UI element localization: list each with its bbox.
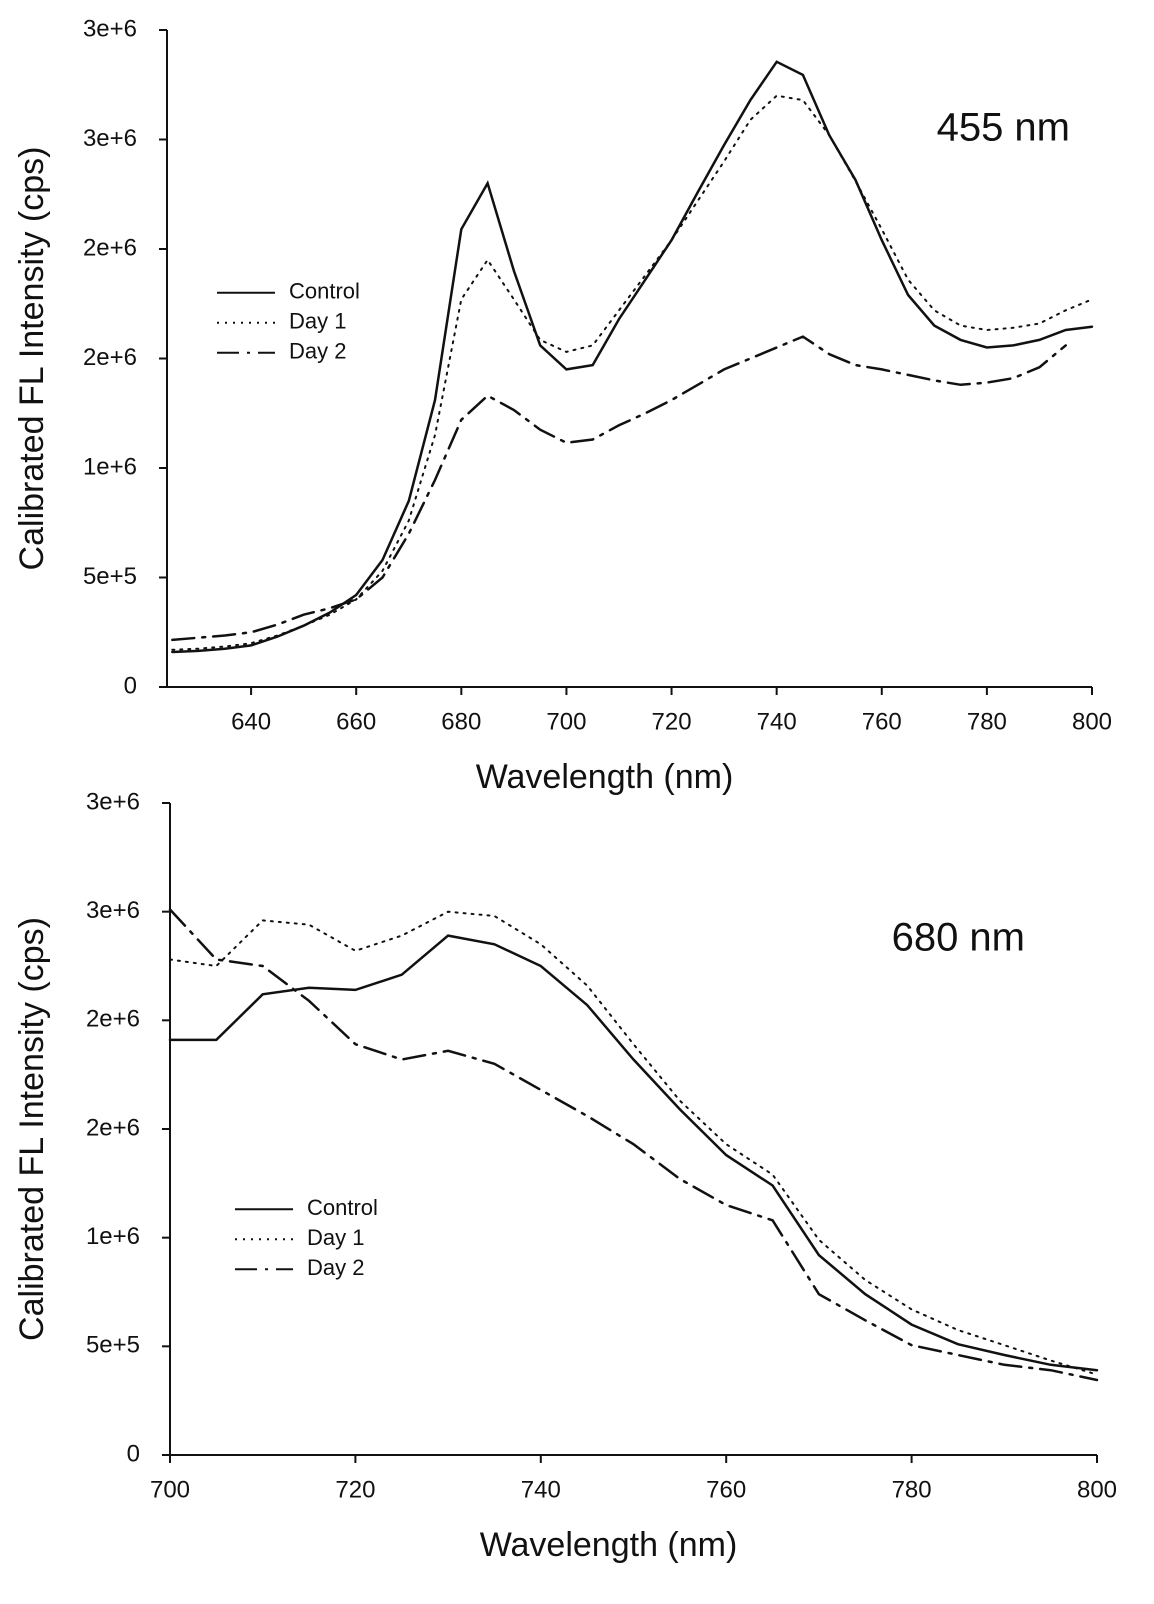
x-axis-label: Wavelength (nm) xyxy=(476,758,734,796)
x-tick-label: 760 xyxy=(862,708,902,735)
legend-label: Day 2 xyxy=(307,1255,364,1280)
y-tick-label: 0 xyxy=(124,672,137,699)
y-tick-label: 3e+6 xyxy=(86,897,140,924)
x-axis-label: Wavelength (nm) xyxy=(480,1526,738,1564)
y-tick-label: 2e+6 xyxy=(86,1114,140,1141)
y-tick-label: 1e+6 xyxy=(83,453,137,480)
legend-label: Control xyxy=(307,1195,378,1220)
y-tick-label: 3e+6 xyxy=(83,125,137,152)
x-tick-label: 780 xyxy=(967,708,1007,735)
legend-label: Day 1 xyxy=(307,1225,364,1250)
y-tick-label: 5e+5 xyxy=(83,563,137,590)
x-tick-label: 800 xyxy=(1072,708,1112,735)
x-tick-label: 660 xyxy=(336,708,376,735)
y-tick-label: 2e+6 xyxy=(86,1006,140,1033)
legend-label: Control xyxy=(289,279,360,304)
y-tick-label: 0 xyxy=(127,1440,140,1467)
x-tick-label: 720 xyxy=(652,708,692,735)
x-tick-label: 740 xyxy=(757,708,797,735)
series-line xyxy=(168,908,1099,1382)
y-axis-label: Calibrated FL Intensity (cps) xyxy=(13,917,51,1341)
x-tick-label: 780 xyxy=(892,1476,932,1503)
annotation: 455 nm xyxy=(937,106,1070,150)
x-tick-label: 680 xyxy=(441,708,481,735)
series-line xyxy=(171,335,1067,642)
legend-label: Day 2 xyxy=(289,339,346,364)
y-tick-label: 1e+6 xyxy=(86,1223,140,1250)
x-tick-label: 800 xyxy=(1077,1476,1117,1503)
y-tick-label: 2e+6 xyxy=(83,234,137,261)
x-tick-label: 700 xyxy=(546,708,586,735)
legend-label: Day 1 xyxy=(289,309,346,334)
y-axis-label: Calibrated FL Intensity (cps) xyxy=(13,147,51,571)
y-tick-label: 2e+6 xyxy=(83,344,137,371)
series-line xyxy=(171,60,1094,654)
series-line xyxy=(168,934,1099,1372)
y-tick-label: 5e+5 xyxy=(86,1332,140,1359)
y-tick-label: 3e+6 xyxy=(86,788,140,815)
annotation: 680 nm xyxy=(892,916,1025,960)
y-tick-label: 3e+6 xyxy=(83,15,137,42)
series-line xyxy=(171,94,1093,651)
series-line xyxy=(169,910,1098,1376)
x-tick-label: 760 xyxy=(706,1476,746,1503)
x-tick-label: 720 xyxy=(335,1476,375,1503)
x-tick-label: 640 xyxy=(231,708,271,735)
x-tick-label: 740 xyxy=(521,1476,561,1503)
x-tick-label: 700 xyxy=(150,1476,190,1503)
